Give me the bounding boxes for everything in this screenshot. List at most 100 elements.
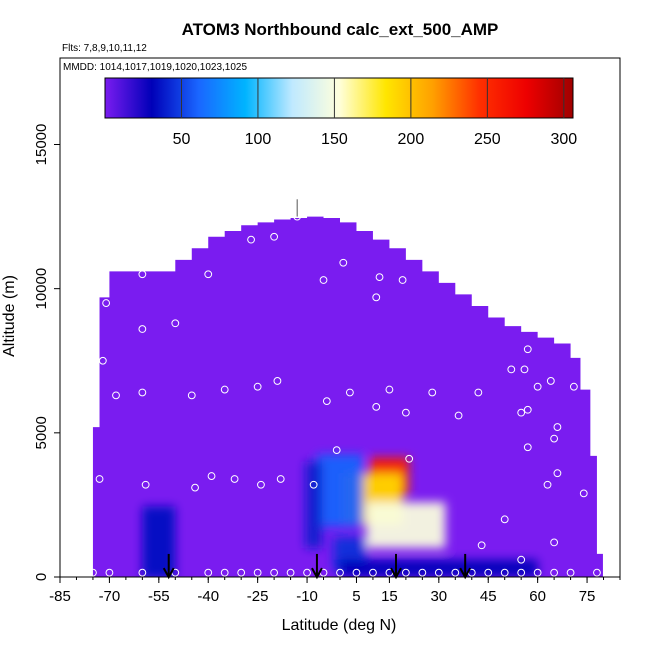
sample-point: [247, 235, 255, 244]
sample-point: [98, 356, 107, 365]
sample-point: [253, 382, 262, 391]
x-tick-label: -10: [296, 588, 318, 605]
sample-point: [204, 270, 213, 279]
sample-point: [270, 232, 279, 241]
y-axis-title: Altitude (m): [1, 275, 18, 357]
sample-point: [220, 385, 229, 394]
sample-point: [102, 299, 111, 307]
sample-point: [276, 475, 285, 483]
sample-point: [434, 568, 443, 577]
sample-point: [550, 434, 559, 443]
heatmap-feature-5: [305, 461, 322, 549]
dates-caption: MMDD: 1014,1017,1019,1020,1023,1025: [63, 62, 247, 73]
sample-point: [517, 408, 526, 417]
sample-point: [171, 319, 180, 328]
heatmap-feature-3: [366, 502, 446, 549]
sample-point: [336, 568, 344, 577]
sample-point: [428, 388, 437, 397]
x-tick-label: -70: [99, 588, 121, 605]
sample-point: [138, 568, 147, 577]
y-tick-label: 0: [33, 573, 50, 581]
sample-point: [375, 273, 384, 282]
sample-point: [257, 480, 265, 489]
sample-point: [138, 270, 147, 279]
sample-point: [533, 382, 542, 391]
heatmap-feature-8: [340, 559, 538, 577]
sample-point: [553, 469, 562, 478]
colorbar-tick-label: 300: [550, 131, 577, 148]
heatmap-field: [92, 216, 603, 578]
sample-point: [237, 568, 246, 577]
sample-point: [204, 568, 213, 577]
sample-point: [85, 417, 94, 426]
x-tick-label: 30: [430, 588, 447, 605]
sample-point: [477, 541, 486, 550]
sample-point: [553, 330, 562, 339]
sample-point: [286, 568, 295, 577]
x-tick-label: -25: [247, 588, 269, 605]
sample-point: [372, 293, 381, 302]
sample-point: [546, 377, 555, 385]
y-tick-label: 10000: [33, 268, 50, 310]
sample-point: [401, 408, 410, 417]
sample-point: [517, 568, 526, 577]
colorbar-tick-label: 150: [321, 131, 348, 148]
sample-point: [89, 568, 97, 577]
sample-point: [191, 483, 199, 492]
heatmap-feature-4: [316, 454, 364, 527]
sample-point: [484, 568, 493, 577]
sample-point: [520, 365, 529, 374]
sample-points: [85, 212, 601, 577]
colorbar-tick-label: 200: [398, 131, 425, 148]
flights-caption: Flts: 7,8,9,10,11,12: [62, 43, 147, 54]
sample-point: [207, 472, 216, 480]
sample-point: [500, 568, 509, 577]
sample-point: [405, 454, 414, 463]
sample-point: [401, 568, 410, 577]
heatmap-feature-7: [142, 506, 176, 578]
sample-point: [141, 480, 150, 489]
sample-point: [345, 388, 354, 397]
x-tick-label: 15: [381, 588, 398, 605]
sample-point: [569, 382, 578, 391]
sample-point: [273, 377, 282, 385]
sample-point: [138, 325, 147, 333]
sample-point: [523, 345, 532, 354]
colorbar-tick-label: 50: [173, 131, 191, 148]
sample-point: [385, 385, 394, 394]
sample-point: [500, 515, 509, 524]
sample-point: [112, 391, 120, 400]
sample-point: [270, 568, 279, 577]
sample-point: [550, 538, 559, 547]
sample-point: [517, 555, 526, 564]
x-tick-label: 75: [579, 588, 596, 605]
sample-point: [187, 391, 196, 400]
sample-point: [550, 568, 559, 577]
sample-point: [322, 397, 331, 406]
sample-point: [319, 276, 328, 284]
x-tick-label: -55: [148, 588, 170, 605]
sample-point: [579, 489, 588, 498]
sample-point: [523, 443, 532, 452]
sample-point: [543, 480, 552, 489]
sample-point: [418, 568, 427, 577]
sample-point: [523, 405, 532, 414]
sample-point: [95, 475, 104, 483]
sample-point: [332, 446, 341, 455]
chart-title: ATOM3 Northbound calc_ext_500_AMP: [182, 20, 499, 39]
sample-point: [451, 568, 460, 577]
sample-point: [220, 568, 229, 577]
sample-point: [372, 402, 381, 411]
sample-point: [369, 568, 377, 577]
colorbar-tick-label: 100: [245, 131, 272, 148]
colorbar: [104, 77, 574, 119]
sample-point: [398, 276, 407, 284]
y-tick-label: 15000: [33, 124, 50, 166]
x-tick-label: -40: [197, 588, 219, 605]
sample-point: [339, 258, 348, 267]
y-tick-label: 5000: [33, 416, 50, 449]
sample-point: [593, 568, 601, 577]
sample-point: [566, 568, 575, 577]
heatmap-features: [142, 454, 538, 578]
